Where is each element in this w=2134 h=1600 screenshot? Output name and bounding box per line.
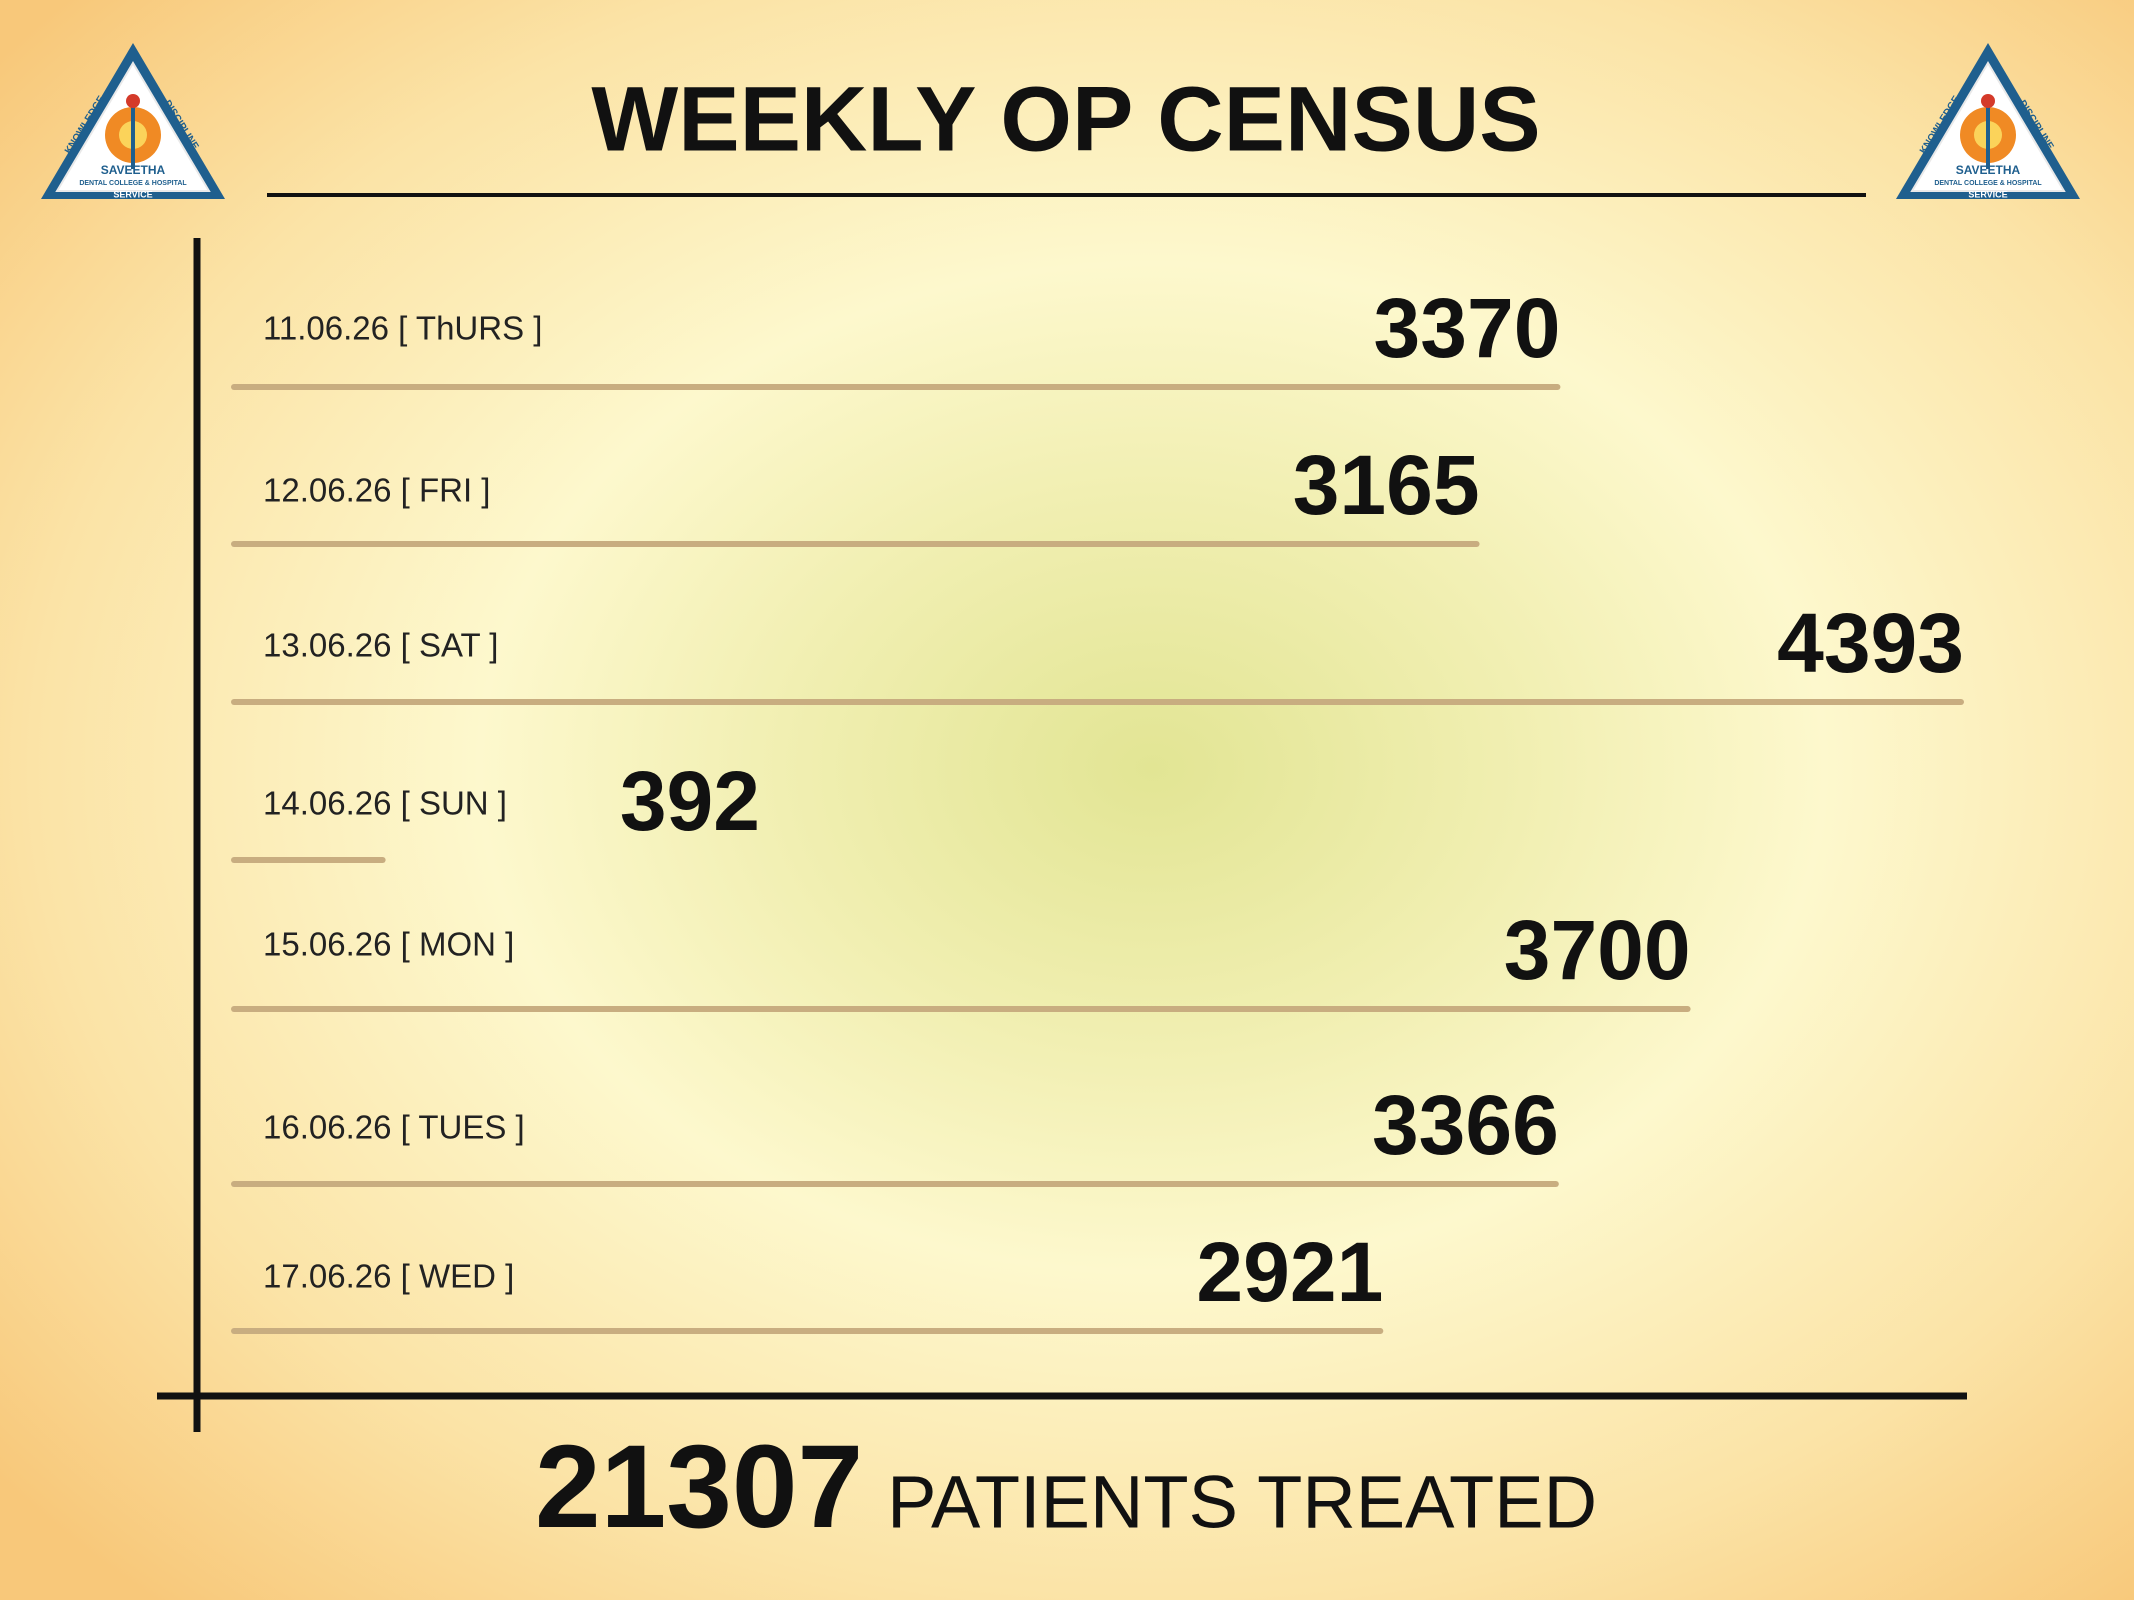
value-label: 3700 (1504, 903, 1691, 997)
category-label: 16.06.26 [ TUES ] (263, 1109, 525, 1146)
category-label: 12.06.26 [ FRI ] (263, 472, 490, 509)
logo-text: SERVICE (113, 189, 152, 199)
bar (231, 541, 1480, 547)
value-label: 392 (620, 754, 760, 848)
bar (231, 857, 386, 863)
value-label: 3370 (1374, 281, 1561, 375)
category-label: 11.06.26 [ ThURS ] (263, 310, 542, 347)
bar (231, 1328, 1384, 1334)
logo-text: DENTAL COLLEGE & HOSPITAL (1934, 180, 2042, 187)
value-label: 4393 (1777, 596, 1964, 690)
value-label: 3366 (1372, 1078, 1559, 1172)
category-label: 14.06.26 [ SUN ] (263, 785, 507, 822)
logo-text: SERVICE (1968, 189, 2007, 199)
total-label: PATIENTS TREATED (887, 1461, 1597, 1544)
bar (231, 1006, 1691, 1012)
chart-title: WEEKLY OP CENSUS (591, 68, 1540, 170)
total-value: 21307 (535, 1421, 863, 1553)
logo-text: SAVEETHA (101, 163, 166, 177)
value-label: 3165 (1293, 438, 1480, 532)
logo-text: SAVEETHA (1956, 163, 2021, 177)
bar (231, 384, 1561, 390)
category-label: 13.06.26 [ SAT ] (263, 627, 498, 664)
logo-text: DENTAL COLLEGE & HOSPITAL (79, 180, 187, 187)
value-label: 2921 (1196, 1225, 1383, 1319)
total: 21307 PATIENTS TREATED (535, 1421, 1597, 1553)
bar (231, 1181, 1559, 1187)
category-label: 17.06.26 [ WED ] (263, 1258, 514, 1295)
bar (231, 699, 1964, 705)
category-label: 15.06.26 [ MON ] (263, 926, 514, 963)
